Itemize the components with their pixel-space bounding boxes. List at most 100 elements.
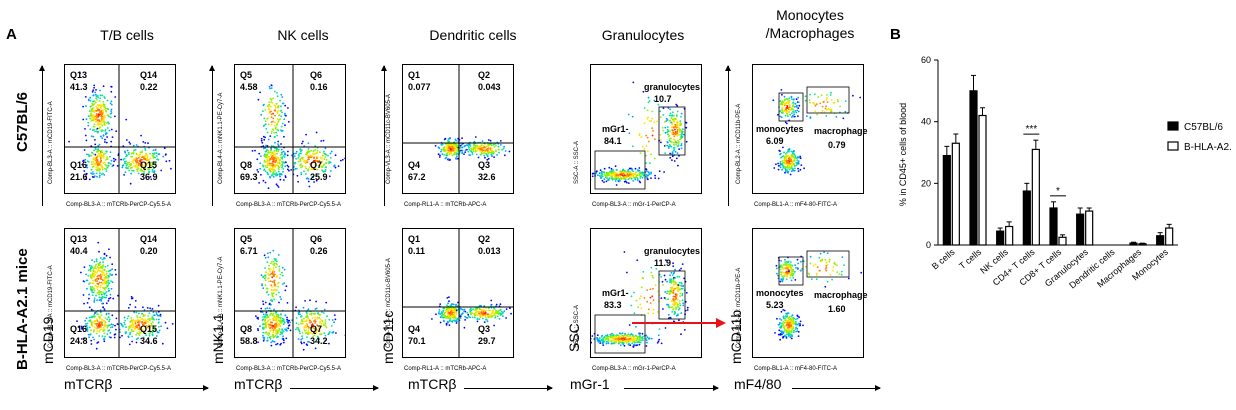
gate-value-granulocytes: 11.9	[654, 258, 672, 268]
scatter-dots	[235, 65, 345, 193]
scatter-dots	[591, 251, 689, 354]
quadrant-value-ll: 24.8	[70, 336, 88, 346]
x-axis-channel: Comp-BL3-A :: mTCRb-PerCP-Cy5.5-A	[66, 202, 172, 208]
row-label-c57bl6: C57BL/6	[14, 91, 31, 152]
quadrant-label-ll: Q4	[408, 324, 421, 334]
quadrant-value-ll: 58.8	[240, 336, 258, 346]
x-axis-channel: Comp-BL1-A :: mF4-80-FITC-A	[754, 366, 838, 372]
quadrant-value-ul: 4.58	[240, 82, 258, 92]
y-axis-channel: Comp-BL4-A :: mNK1.1-PE-Cy7-A	[218, 92, 224, 184]
flow-plot-nk-2	[234, 228, 346, 358]
x-axis-arrow-gr	[624, 385, 719, 391]
quadrant-label-ul: Q13	[70, 234, 88, 244]
quadrant-value-ll: 67.2	[408, 172, 426, 182]
legend-swatch	[1167, 141, 1179, 151]
bar-c57bl6	[1076, 213, 1085, 246]
flow-plot-nk-1	[234, 64, 346, 194]
bar-b-hla-a21	[1165, 227, 1174, 246]
y-tick-label: 20	[921, 178, 931, 188]
y-tick-label: 60	[921, 55, 931, 65]
x-axis-channel: Comp-BL3-A :: mTCRb-PerCP-Cy5.5-A	[236, 366, 342, 372]
quadrant-label-ur: Q14	[140, 234, 158, 244]
gate-label-macrophage: macrophage	[814, 290, 868, 300]
quadrant-label-lr: Q15	[140, 324, 158, 334]
bar-b-hla-a21	[978, 114, 987, 246]
flow-plot-dc-2	[402, 228, 514, 358]
flow-plot-dc-1	[402, 64, 514, 194]
quadrant-value-ul: 0.11	[408, 246, 426, 256]
gate-value-monocytes: 5.23	[766, 300, 784, 310]
quadrant-label-ul: Q1	[408, 234, 421, 244]
scatter-dots	[403, 229, 513, 357]
x-tick-label: B cells	[930, 247, 957, 272]
scatter-dots	[65, 65, 175, 193]
gate-label-granulocytes: granulocytes	[644, 246, 701, 256]
y-axis-title: % in CD45+ cells of blood	[898, 103, 908, 206]
quadrant-label-ur: Q2	[478, 234, 491, 244]
panel-letter-a: A	[6, 26, 17, 43]
quadrant-value-ll: 70.1	[408, 336, 426, 346]
column-title-monocytes-macrophages: Monocytes /Macrophages	[765, 7, 855, 41]
quadrant-value-ur: 0.013	[478, 246, 501, 256]
scatter-dots	[591, 81, 688, 190]
gate-value-granulocytes: 10.7	[654, 94, 672, 104]
flow-plot-mm-2	[752, 228, 864, 358]
scatter-dots	[774, 250, 863, 341]
quadrant-value-lr: 34.2	[310, 336, 328, 346]
y-axis-channel: Comp-VL3-A :: mCD11c-BV605-A	[386, 94, 392, 184]
y-axis-channel: Comp-BL2-A :: mCD11b-PE-A	[736, 267, 742, 348]
quadrant-label-ur: Q14	[140, 70, 158, 80]
row1-y-axis-arrow	[39, 65, 45, 206]
column-title-tb-cells: T/B cells	[100, 27, 154, 43]
quadrant-label-lr: Q15	[140, 160, 158, 170]
quadrant-value-lr: 36.9	[140, 172, 158, 182]
x-axis-channel: Comp-RL1-A :: mTCRb-APC-A	[404, 366, 487, 372]
column-title-dendritic-cells: Dendritic cells	[429, 27, 517, 43]
quadrant-label-ul: Q1	[408, 70, 421, 80]
bar-c57bl6	[1156, 235, 1165, 246]
gate-value-macrophage: 1.60	[828, 304, 846, 314]
flow-plot-mm-1	[752, 64, 864, 194]
quadrant-label-ll: Q16	[70, 324, 88, 334]
gate-value-mgr1-neg: 83.3	[604, 300, 622, 310]
quadrant-value-ur: 0.22	[140, 82, 158, 92]
legend-swatch	[1167, 121, 1179, 131]
flow-plot-tb-2	[64, 228, 176, 358]
gate-value-mgr1-neg: 84.1	[604, 136, 622, 146]
quadrant-label-ll: Q8	[240, 160, 253, 170]
bar-b-hla-a21	[1085, 210, 1094, 246]
y-axis-channel: Comp-BL2-A :: mCD11b-PE-A	[736, 103, 742, 184]
x-axis-arrow-tb	[120, 385, 209, 391]
x-axis-channel: Comp-BL1-A :: mF4-80-FITC-A	[754, 202, 838, 208]
x-axis-label-gr: mGr-1	[570, 376, 610, 392]
quadrant-value-ul: 41.3	[70, 82, 88, 92]
gate-label-monocytes: monocytes	[756, 124, 804, 134]
quadrant-value-ur: 0.16	[310, 82, 328, 92]
quadrant-label-ul: Q5	[240, 70, 253, 80]
quadrant-label-ll: Q4	[408, 160, 421, 170]
gate-value-macrophage: 0.79	[828, 140, 846, 150]
quadrant-label-ur: Q6	[310, 70, 323, 80]
x-axis-channel: Comp-BL3-A :: mTCRb-PerCP-Cy5.5-A	[66, 366, 172, 372]
legend-label: B-HLA-A2.1	[1184, 142, 1232, 153]
scatter-dots	[403, 65, 513, 193]
x-axis-arrow-nk	[290, 385, 379, 391]
bar-c57bl6	[1129, 242, 1138, 246]
quadrant-value-lr: 32.6	[478, 172, 496, 182]
y-axis-channel: SSC-A :: SSC-A	[574, 140, 580, 184]
gate-label-granulocytes: granulocytes	[644, 82, 701, 92]
x-axis-channel: Comp-BL3-A :: mGr-1-PerCP-A	[592, 366, 676, 372]
significance-label: *	[1056, 186, 1060, 197]
quadrant-label-ur: Q6	[310, 234, 323, 244]
bar-c57bl6	[969, 90, 978, 246]
quadrant-value-ul: 0.077	[408, 82, 431, 92]
x-axis-channel: Comp-BL3-A :: mGr-1-PerCP-A	[592, 202, 676, 208]
legend-label: C57BL/6	[1184, 122, 1223, 133]
quadrant-label-ul: Q13	[70, 70, 88, 80]
y-axis-channel: Comp-BL4-A :: mNK1.1-PE-Cy7-A	[218, 256, 224, 348]
row1-y-axis-arrow-5	[725, 65, 731, 206]
row1-y-axis-arrow-3	[381, 65, 387, 206]
y-tick-label: 0	[926, 240, 931, 250]
quadrant-label-lr: Q7	[310, 324, 323, 334]
